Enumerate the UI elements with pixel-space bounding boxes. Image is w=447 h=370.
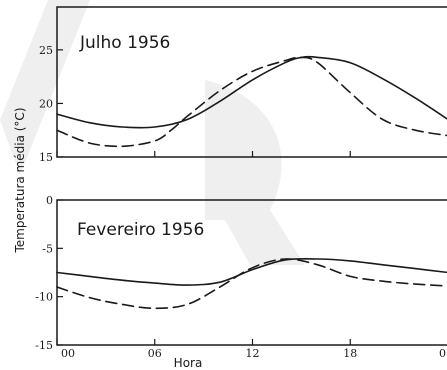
x-tick-label: 06	[148, 347, 162, 360]
y-tick-label-bottom: -10	[35, 291, 53, 304]
series-line-top-dashed	[56, 56, 447, 148]
y-tick-label-top: 25	[39, 44, 53, 57]
y-tick-label-top: 20	[39, 97, 53, 110]
y-axis-title: Temperatura média (°C)	[13, 108, 27, 254]
y-tick-label-bottom: -15	[35, 339, 53, 352]
watermark	[0, 0, 305, 265]
x-tick-label: 12	[246, 347, 260, 360]
y-tick-label-top: 15	[39, 151, 53, 164]
x-tick-label: 0	[439, 347, 446, 360]
y-tick-label-bottom: 0	[46, 194, 53, 207]
series-line-top-solid	[56, 55, 447, 129]
x-tick-label: 18	[343, 347, 357, 360]
x-axis-title: Hora	[174, 356, 203, 370]
y-tick-label-bottom: -5	[42, 242, 53, 255]
x-tick-label: 00	[61, 347, 75, 360]
panel-top-title: Julho 1956	[79, 33, 170, 53]
panel-bottom-title: Fevereiro 1956	[77, 220, 204, 240]
series-line-bottom-dashed	[56, 258, 447, 310]
series-line-bottom-solid	[56, 257, 447, 286]
